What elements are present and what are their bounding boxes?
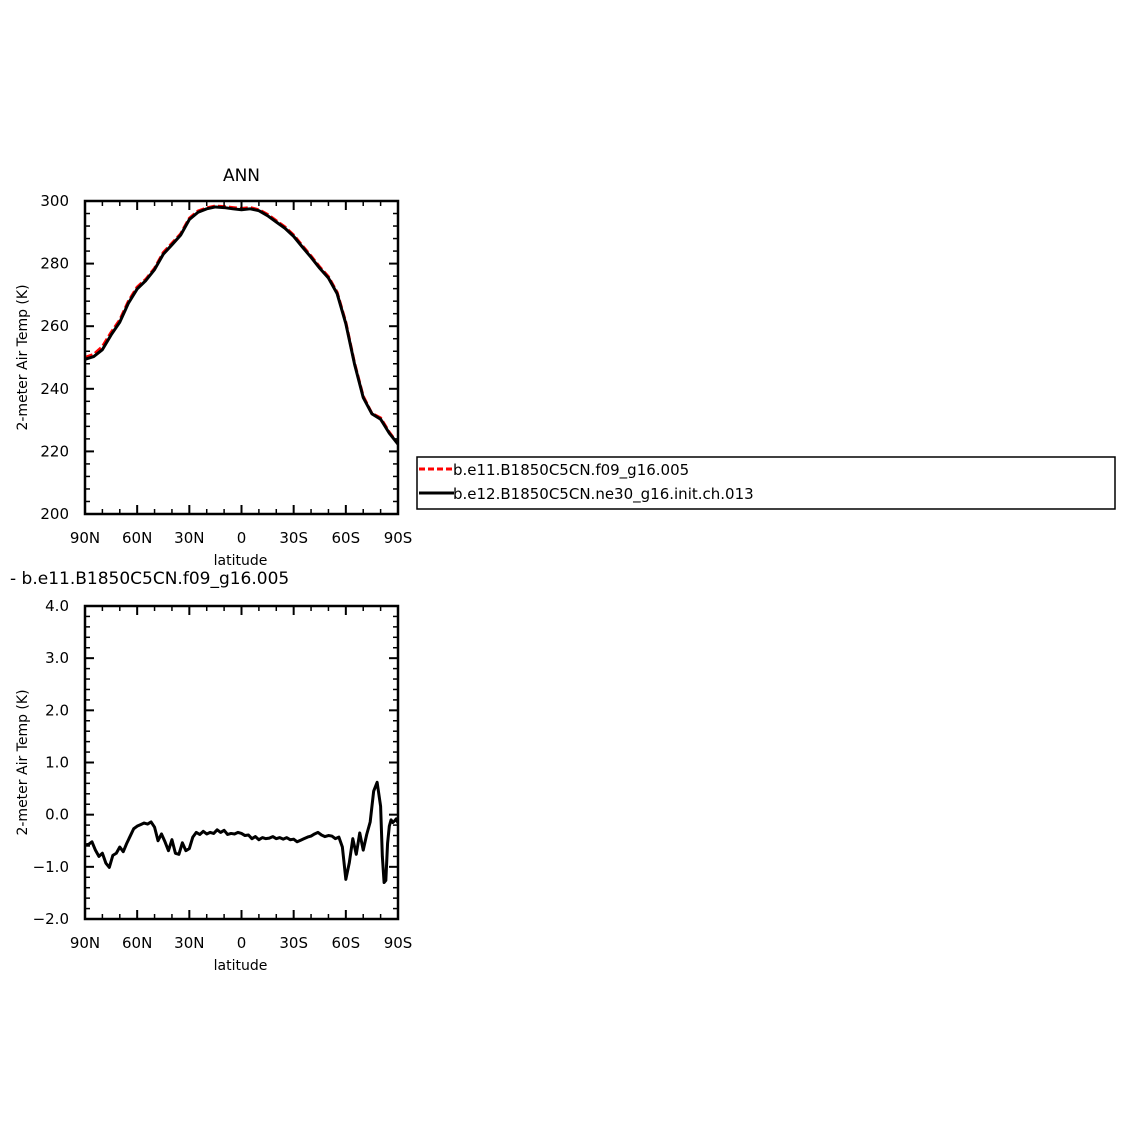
x-tick-label: 60S <box>332 529 361 547</box>
x-tick-label: 90N <box>70 934 100 952</box>
y-axis-label: 2-meter Air Temp (K) <box>15 689 31 835</box>
y-tick-label: 2.0 <box>45 701 69 719</box>
x-tick-label: 60N <box>122 529 152 547</box>
series-group <box>85 780 398 884</box>
legend-label-series-1: b.e11.B1850C5CN.f09_g16.005 <box>453 461 689 480</box>
y-tick-label: 240 <box>40 380 69 398</box>
series-line-2 <box>85 205 398 446</box>
x-axis-label: latitude <box>214 958 268 974</box>
y-tick-label: 1.0 <box>45 754 69 772</box>
x-tick-label: 30N <box>174 529 204 547</box>
x-tick-label: 90S <box>384 934 413 952</box>
y-tick-label: 300 <box>40 192 69 210</box>
chart-title: ANN <box>223 166 260 186</box>
x-axis-label: latitude <box>214 553 268 569</box>
y-tick-label: 3.0 <box>45 649 69 667</box>
x-tick-label: 90N <box>70 529 100 547</box>
plot-frame <box>83 604 400 921</box>
top-panel-mean-temperature: 90N 60N 30N 0 30S 60S 90S 200 220 240 260 280 300 lat… <box>15 166 412 569</box>
y-tick-label: 0.0 <box>45 806 69 824</box>
plot-frame <box>83 199 400 516</box>
x-tick-label: 0 <box>237 934 247 952</box>
y-tick-label: 200 <box>40 505 69 523</box>
series-line-1 <box>85 204 398 445</box>
chart-title: - b.e11.B1850C5CN.f09_g16.005 <box>10 569 289 589</box>
x-tick-label: 60N <box>122 934 152 952</box>
x-tick-label: 30S <box>279 934 308 952</box>
legend-box <box>416 456 1116 510</box>
y-tick-label: 4.0 <box>45 597 69 615</box>
x-tick-label: 90S <box>384 529 413 547</box>
y-tick-label: −2.0 <box>33 910 69 928</box>
legend-label-series-2: b.e12.B1850C5CN.ne30_g16.init.ch.013 <box>453 485 754 504</box>
y-tick-label: 260 <box>40 317 69 335</box>
y-tick-label: 280 <box>40 255 69 273</box>
x-tick-label: 30S <box>279 529 308 547</box>
legend: b.e11.B1850C5CN.f09_g16.005 b.e12.B1850C… <box>416 456 1116 510</box>
x-tick-label: 60S <box>332 934 361 952</box>
series-line-1 <box>85 780 398 884</box>
y-tick-label: −1.0 <box>33 858 69 876</box>
x-tick-label: 0 <box>237 529 247 547</box>
x-tick-label: 30N <box>174 934 204 952</box>
series-group <box>85 204 398 446</box>
y-axis-label: 2-meter Air Temp (K) <box>15 284 31 430</box>
y-tick-label: 220 <box>40 442 69 460</box>
bottom-panel-difference: 90N 60N 30N 0 30S 60S 90S −2.0 −1.0 0.0 1.0 2.0 3.0 4… <box>10 569 412 974</box>
